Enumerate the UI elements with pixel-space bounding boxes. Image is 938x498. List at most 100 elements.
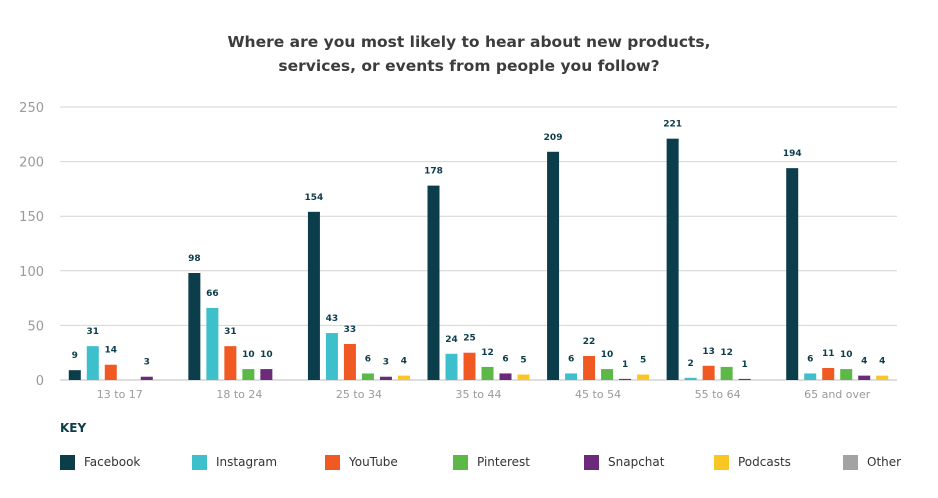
legend-item-youtube: YouTube xyxy=(325,454,398,470)
data-label: 6 xyxy=(502,354,508,364)
bar-youtube-1 xyxy=(224,346,237,380)
legend-item-instagram: Instagram xyxy=(192,454,277,470)
bar-snapchat-0 xyxy=(140,376,153,380)
data-label: 98 xyxy=(188,254,201,264)
legend-label: YouTube xyxy=(349,455,398,469)
legend-title: KEY xyxy=(60,421,87,435)
x-axis-ticks: 13 to 17 18 to 24 25 to 34 35 to 44 45 to 54… xyxy=(97,388,871,401)
data-label: 31 xyxy=(87,327,100,337)
x-tick-label: 35 to 44 xyxy=(455,388,501,401)
data-label: 4 xyxy=(861,357,867,367)
bar-instagram-2 xyxy=(325,333,338,380)
x-tick-label: 55 to 64 xyxy=(695,388,741,401)
x-tick-label: 13 to 17 xyxy=(97,388,143,401)
data-label: 66 xyxy=(206,289,219,299)
bar-podcasts-6 xyxy=(876,375,889,380)
data-label: 13 xyxy=(702,347,715,357)
data-label: 6 xyxy=(568,354,574,364)
chart-title-line-1: Where are you most likely to hear about … xyxy=(227,33,711,51)
data-label: 43 xyxy=(326,314,339,324)
y-axis-ticks: 0 50 100 150 200 250 xyxy=(19,101,44,389)
data-label: 10 xyxy=(840,350,853,360)
legend-swatch xyxy=(60,454,75,470)
data-label: 10 xyxy=(601,350,614,360)
x-tick-label: 65 and over xyxy=(804,388,871,401)
bar-snapchat-3 xyxy=(499,373,512,380)
legend-label: Podcasts xyxy=(738,455,791,469)
data-label: 14 xyxy=(105,346,118,356)
bar-facebook-5 xyxy=(666,138,679,380)
bar-pinterest-5 xyxy=(720,366,733,380)
legend-item-podcasts: Podcasts xyxy=(714,454,791,470)
bar-facebook-2 xyxy=(307,211,320,380)
bar-pinterest-1 xyxy=(242,369,255,380)
data-label: 31 xyxy=(224,327,237,337)
legend-label: Snapchat xyxy=(608,455,665,469)
data-label: 1 xyxy=(742,360,748,370)
bar-youtube-5 xyxy=(702,365,715,380)
legend-swatch xyxy=(714,454,729,470)
legend-item-other: Other xyxy=(843,454,901,470)
bar-youtube-2 xyxy=(343,343,356,380)
bar-instagram-5 xyxy=(684,377,697,380)
data-label: 194 xyxy=(783,149,802,159)
bar-instagram-4 xyxy=(565,373,578,380)
legend-label: Facebook xyxy=(84,455,141,469)
data-label: 6 xyxy=(365,354,371,364)
legend-label: Pinterest xyxy=(477,455,531,469)
y-tick-label: 50 xyxy=(27,319,44,334)
chart-title: Where are you most likely to hear about … xyxy=(0,30,938,78)
bar-instagram-1 xyxy=(206,307,219,380)
data-label: 24 xyxy=(445,335,458,345)
bar-pinterest-2 xyxy=(361,373,374,380)
bar-snapchat-6 xyxy=(858,375,871,380)
bar-pinterest-3 xyxy=(481,366,494,380)
bar-podcasts-2 xyxy=(397,375,410,380)
y-tick-label: 100 xyxy=(19,265,44,280)
data-label: 25 xyxy=(463,334,476,344)
y-tick-label: 150 xyxy=(19,210,44,225)
data-label: 178 xyxy=(424,167,443,177)
data-label: 2 xyxy=(688,359,694,369)
data-label: 5 xyxy=(520,356,526,366)
legend-swatch xyxy=(192,454,207,470)
bar-youtube-6 xyxy=(822,367,835,380)
bar-facebook-0 xyxy=(68,370,81,380)
legend-item-snapchat: Snapchat xyxy=(584,454,664,470)
y-tick-label: 0 xyxy=(36,374,44,389)
bar-snapchat-4 xyxy=(619,378,632,380)
data-label: 221 xyxy=(663,120,682,130)
legend-label: Instagram xyxy=(216,455,278,469)
bar-facebook-6 xyxy=(786,168,799,380)
y-tick-label: 250 xyxy=(19,101,44,116)
legend-swatch xyxy=(453,454,468,470)
bars xyxy=(68,138,889,380)
bar-facebook-3 xyxy=(427,185,440,380)
y-tick-label: 200 xyxy=(19,156,44,171)
data-label: 6 xyxy=(807,354,813,364)
bar-snapchat-1 xyxy=(260,369,273,380)
bar-facebook-4 xyxy=(547,151,560,380)
data-label: 3 xyxy=(144,358,150,368)
x-tick-label: 25 to 34 xyxy=(336,388,382,401)
bar-instagram-6 xyxy=(804,373,817,380)
data-label: 154 xyxy=(305,193,324,203)
data-label: 12 xyxy=(481,348,494,358)
bar-podcasts-4 xyxy=(637,374,650,380)
bar-snapchat-2 xyxy=(379,376,392,380)
bar-pinterest-4 xyxy=(601,369,614,380)
data-label: 209 xyxy=(544,133,563,143)
bar-youtube-0 xyxy=(104,364,117,380)
data-label: 9 xyxy=(72,351,78,361)
data-label: 5 xyxy=(640,356,646,366)
data-label: 10 xyxy=(260,350,273,360)
bar-instagram-0 xyxy=(86,346,99,380)
data-label: 12 xyxy=(720,348,733,358)
legend-swatch xyxy=(584,454,599,470)
bar-instagram-3 xyxy=(445,353,458,380)
x-tick-label: 18 to 24 xyxy=(216,388,262,401)
data-label: 1 xyxy=(622,360,628,370)
data-label: 22 xyxy=(583,337,596,347)
